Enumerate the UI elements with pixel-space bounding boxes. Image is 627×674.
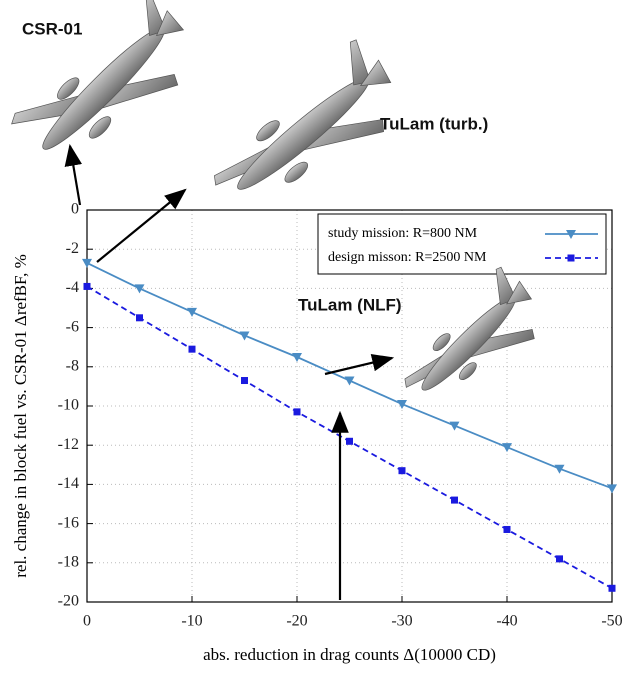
y-tick-label: -14	[58, 475, 79, 492]
plot-area: -20-18-16-14-12-10-8-6-4-200-10-20-30-40…	[11, 201, 623, 664]
marker	[556, 555, 563, 562]
series-line	[87, 286, 612, 588]
legend-label: study mission: R=800 NM	[328, 226, 478, 241]
annotation: TuLam (NLF)	[298, 295, 402, 314]
marker	[607, 484, 617, 493]
y-tick-label: -4	[66, 279, 79, 296]
y-tick-label: -6	[66, 318, 79, 335]
y-tick-label: -8	[66, 357, 79, 374]
x-tick-label: -50	[601, 613, 622, 630]
marker	[187, 308, 197, 317]
marker	[294, 408, 301, 415]
annotation: CSR-01	[22, 19, 82, 38]
y-tick-label: -2	[66, 240, 79, 257]
y-tick-label: -20	[58, 593, 79, 610]
legend: study mission: R=800 NM design misson: R=…	[318, 214, 606, 274]
x-tick-label: -20	[286, 613, 307, 630]
marker	[345, 377, 355, 386]
marker	[136, 314, 143, 321]
y-axis-label: rel. change in block fuel vs. CSR-01 Δre…	[11, 254, 30, 578]
marker	[241, 377, 248, 384]
marker	[84, 283, 91, 290]
marker	[609, 585, 616, 592]
marker	[82, 259, 92, 268]
legend-label: design misson: R=2500 NM	[328, 250, 487, 265]
marker	[504, 526, 511, 533]
aircraft-tulam-turb	[201, 36, 416, 237]
x-tick-label: -30	[391, 613, 412, 630]
marker	[399, 467, 406, 474]
chart: -20-18-16-14-12-10-8-6-4-200-10-20-30-40…	[0, 0, 627, 674]
y-tick-label: 0	[71, 201, 79, 218]
arrow	[97, 190, 185, 262]
y-tick-label: -12	[58, 436, 79, 453]
y-tick-label: -18	[58, 553, 79, 570]
arrow	[325, 358, 392, 374]
legend-marker	[568, 255, 575, 262]
marker	[451, 497, 458, 504]
marker	[346, 438, 353, 445]
x-tick-label: 0	[83, 613, 91, 630]
y-tick-label: -10	[58, 397, 79, 414]
x-tick-label: -40	[496, 613, 517, 630]
marker	[189, 346, 196, 353]
y-tick-label: -16	[58, 514, 79, 531]
x-tick-label: -10	[181, 613, 202, 630]
annotation: TuLam (turb.)	[380, 114, 488, 133]
arrow	[70, 146, 80, 205]
marker	[292, 353, 302, 362]
x-axis-label: abs. reduction in drag counts Δ(10000 CD…	[203, 645, 496, 664]
